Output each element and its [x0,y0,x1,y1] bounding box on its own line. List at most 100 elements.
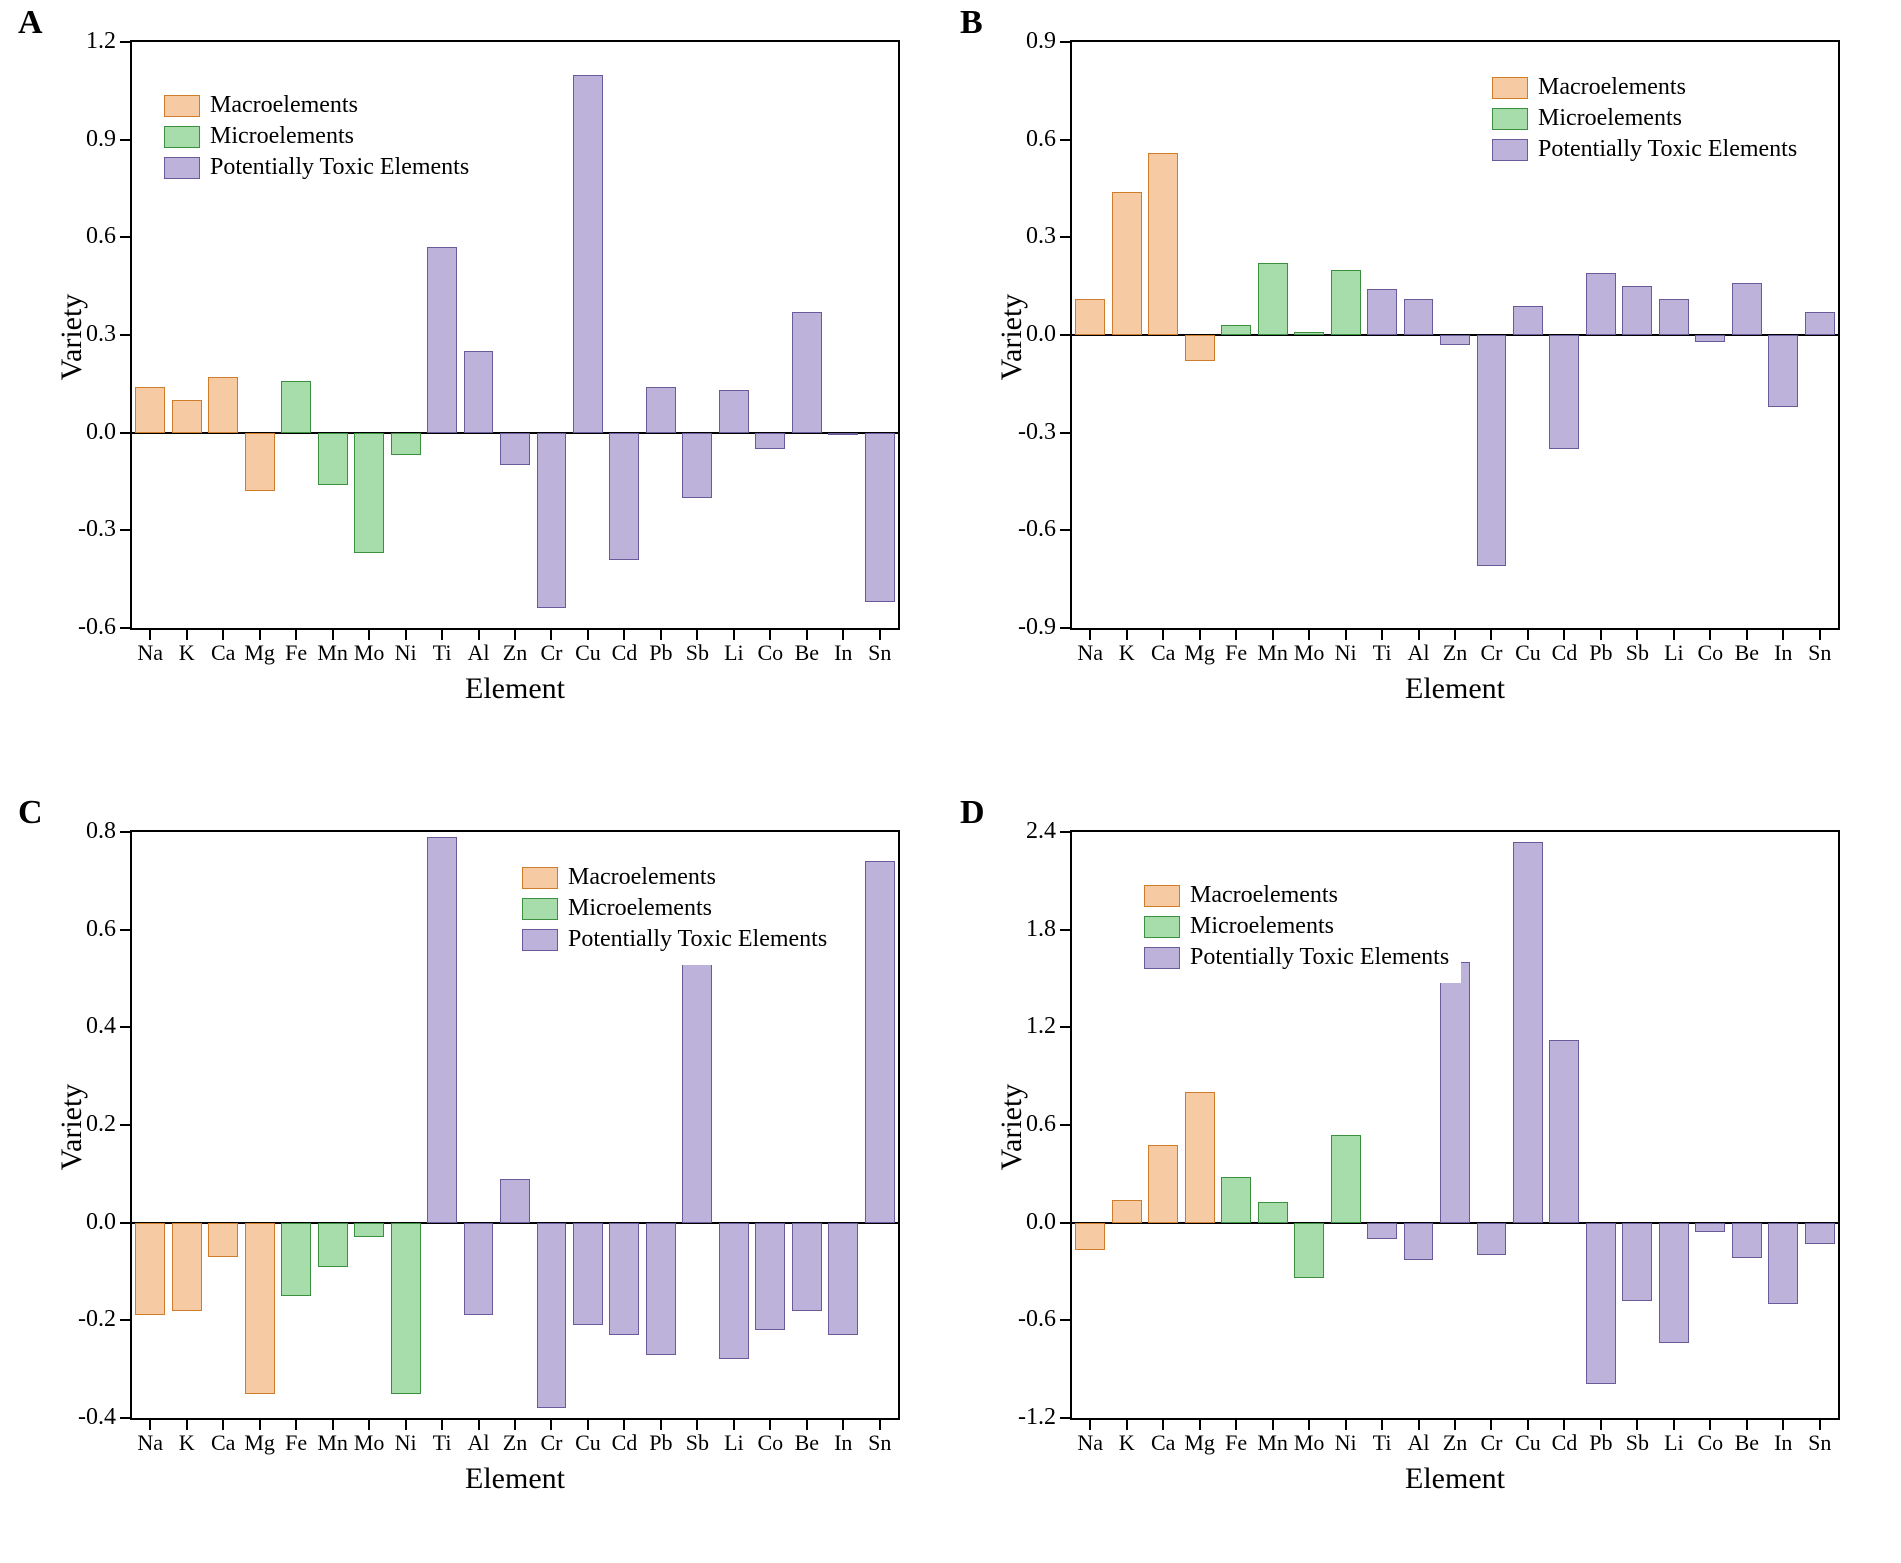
bar-co [1695,1223,1725,1233]
bar-mn [318,1223,348,1267]
xtick-mark [1782,630,1784,640]
ytick-mark [1060,139,1070,141]
xtick-mark [405,630,407,640]
xtick-mark [769,630,771,640]
xtick-label: Zn [1435,1430,1475,1456]
bar-cu [573,1223,603,1326]
xtick-label: Sb [677,640,717,666]
xtick-mark [1819,630,1821,640]
bar-sn [865,861,895,1222]
bar-k [172,1223,202,1311]
xtick-mark [733,1420,735,1430]
ytick-mark [120,432,130,434]
bar-sb [682,433,712,498]
bar-co [755,433,785,449]
xtick-label: Cr [531,1430,571,1456]
xtick-label: Cu [568,640,608,666]
xtick-mark [696,630,698,640]
xtick-label: In [823,1430,863,1456]
xtick-label: Ti [422,640,462,666]
ytick-mark [120,236,130,238]
ytick-mark [120,41,130,43]
ytick-mark [1060,1222,1070,1224]
xtick-mark [550,1420,552,1430]
xtick-mark [222,1420,224,1430]
xtick-label: Ca [1143,1430,1183,1456]
ytick-label: 1.2 [46,28,116,55]
bar-be [792,1223,822,1311]
ytick-mark [1060,41,1070,43]
xtick-mark [186,1420,188,1430]
xtick-mark [1454,1420,1456,1430]
legend-label-micro: Microelements [1538,105,1682,132]
bar-co [755,1223,785,1330]
bar-ni [1331,1135,1361,1223]
ytick-label: 1.8 [986,916,1056,943]
bar-mg [1185,1092,1215,1222]
xtick-mark [842,630,844,640]
xtick-label: Fe [1216,1430,1256,1456]
xtick-label: Sb [1617,640,1657,666]
bar-al [1404,1223,1434,1260]
xtick-label: Li [714,640,754,666]
ytick-mark [120,1417,130,1419]
ytick-label: -1.2 [986,1404,1056,1431]
xtick-mark [1272,1420,1274,1430]
bar-ni [1331,270,1361,335]
bar-cr [537,433,567,609]
xtick-mark [1673,1420,1675,1430]
xtick-label: Cu [568,1430,608,1456]
bar-ti [427,247,457,433]
xtick-mark [149,1420,151,1430]
legend-row-micro: Microelements [164,123,469,150]
xtick-label: Cu [1508,1430,1548,1456]
bar-sb [1622,1223,1652,1301]
ytick-label: 0.9 [986,28,1056,55]
legend-label-macro: Macroelements [568,864,716,891]
xtick-label: Zn [1435,640,1475,666]
xtick-label: Co [750,640,790,666]
ytick-label: -0.6 [46,614,116,641]
bar-in [1768,335,1798,407]
bar-fe [281,381,311,433]
xtick-label: K [1107,1430,1147,1456]
bar-cr [1477,1223,1507,1256]
xtick-mark [514,1420,516,1430]
xtick-label: Co [750,1430,790,1456]
xtick-mark [879,1420,881,1430]
legend: MacroelementsMicroelementsPotentially To… [152,80,481,193]
xtick-label: Li [714,1430,754,1456]
xtick-mark [295,630,297,640]
xtick-label: Mn [1253,640,1293,666]
bar-na [1075,1223,1105,1251]
ytick-label: 0.8 [46,818,116,845]
ytick-label: 1.2 [986,1013,1056,1040]
bar-cu [1513,842,1543,1223]
xtick-mark [1381,1420,1383,1430]
legend-label-macro: Macroelements [1538,74,1686,101]
xtick-label: Be [787,640,827,666]
bar-be [1732,1223,1762,1259]
xtick-label: In [823,640,863,666]
xtick-label: K [167,640,207,666]
xtick-mark [1600,1420,1602,1430]
legend-row-toxic: Potentially Toxic Elements [1144,944,1449,971]
panel-label-c: C [18,794,43,832]
xtick-label: Cd [604,1430,644,1456]
x-axis-label: Element [1395,672,1515,706]
legend-row-macro: Macroelements [522,864,827,891]
xtick-label: Pb [1581,1430,1621,1456]
xtick-label: Sn [860,1430,900,1456]
legend-swatch-toxic [1492,139,1528,161]
bar-cd [609,1223,639,1335]
bar-k [172,400,202,433]
xtick-label: Mg [1180,640,1220,666]
xtick-label: Cd [1544,640,1584,666]
y-axis-label: Variety [55,1067,89,1187]
xtick-mark [1345,630,1347,640]
ytick-mark [1060,627,1070,629]
ytick-label: 0.0 [986,1209,1056,1236]
legend-swatch-macro [164,95,200,117]
xtick-label: Al [459,1430,499,1456]
bar-co [1695,335,1725,342]
